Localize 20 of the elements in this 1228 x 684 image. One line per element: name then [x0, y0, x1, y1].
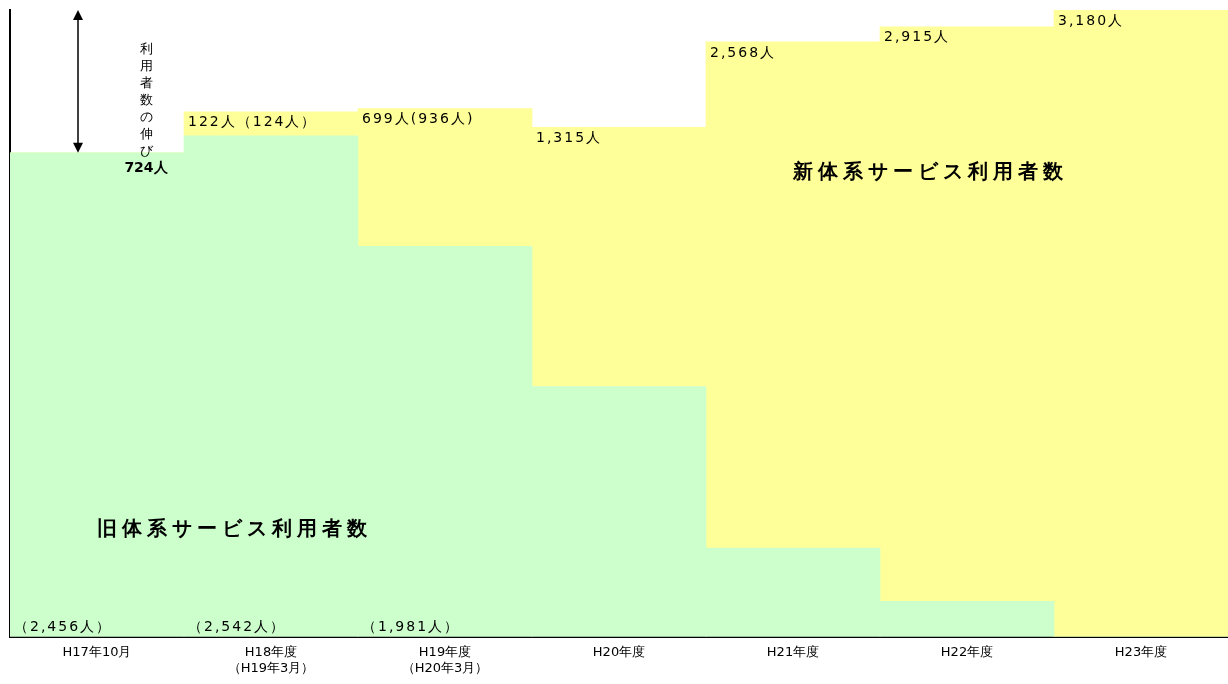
x-tick-label: H17年10月 [62, 643, 132, 659]
series-label: 新体系サービス利用者数 [791, 159, 1068, 184]
series-label: 旧体系サービス利用者数 [96, 516, 372, 541]
x-tick-label: H22年度 [940, 643, 994, 659]
data-label: 2,915人 [884, 28, 951, 45]
data-label: 3,180人 [1058, 11, 1125, 28]
x-tick-label: H21年度 [766, 643, 820, 659]
data-label: （2,456人） [14, 618, 113, 635]
data-label: 699人(936人) [362, 110, 475, 127]
data-label: （1,981人） [362, 618, 461, 635]
data-label: （2,542人） [188, 618, 287, 635]
data-label: 1,315人 [536, 128, 603, 145]
x-tick-label: H18年度（H19年3月） [227, 643, 315, 675]
x-tick-label: H20年度 [592, 643, 646, 659]
annotation: 利用者数の伸び [138, 40, 154, 159]
x-tick-label: H19年度（H20年3月） [401, 643, 489, 675]
data-label: 122人（124人） [188, 113, 318, 130]
data-label: 2,568人 [710, 43, 777, 60]
annotation: 724人 [123, 159, 169, 177]
x-tick-label: H23年度 [1114, 643, 1168, 659]
